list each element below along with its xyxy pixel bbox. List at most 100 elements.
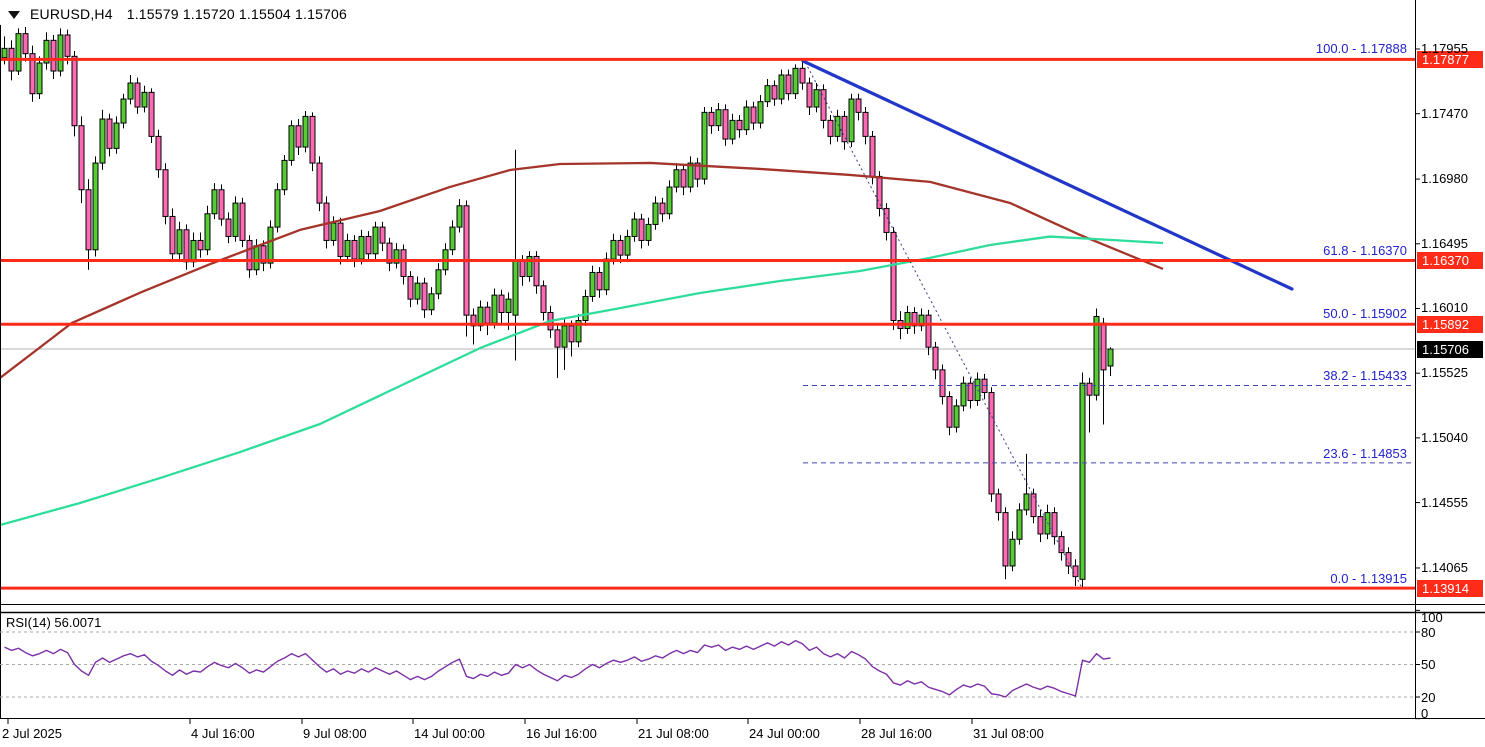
candle-body[interactable]: [281, 159, 288, 191]
candle-body[interactable]: [841, 115, 848, 143]
candle-body[interactable]: [617, 239, 624, 256]
rsi-line[interactable]: [4, 639, 1111, 698]
candle-body[interactable]: [414, 282, 421, 300]
candle-body[interactable]: [470, 314, 477, 327]
candle-body[interactable]: [939, 369, 946, 398]
candle-body[interactable]: [274, 189, 281, 228]
candle-body[interactable]: [113, 122, 120, 149]
candle-body[interactable]: [792, 67, 799, 95]
candle-body[interactable]: [1009, 538, 1016, 567]
candle-body[interactable]: [400, 249, 407, 277]
candle-body[interactable]: [743, 106, 750, 131]
candle-body[interactable]: [806, 82, 813, 108]
candle-body[interactable]: [764, 85, 771, 103]
candle-body[interactable]: [568, 325, 575, 343]
candle-body[interactable]: [512, 259, 519, 316]
candle-body[interactable]: [134, 82, 141, 108]
candle-body[interactable]: [722, 109, 729, 140]
candle-body[interactable]: [337, 222, 344, 257]
candle-body[interactable]: [316, 162, 323, 204]
candle-body[interactable]: [92, 162, 99, 251]
candle-body[interactable]: [533, 255, 540, 287]
candle-body[interactable]: [176, 229, 183, 255]
candle-body[interactable]: [302, 115, 309, 148]
candle-body[interactable]: [659, 202, 666, 215]
time-tick-label[interactable]: 9 Jul 08:00: [303, 726, 367, 741]
candle-body[interactable]: [477, 306, 484, 327]
candle-body[interactable]: [925, 314, 932, 348]
candle-body[interactable]: [645, 223, 652, 241]
candle-body[interactable]: [589, 271, 596, 297]
candle-body[interactable]: [1086, 382, 1093, 396]
candle-body[interactable]: [1023, 493, 1030, 511]
candle-body[interactable]: [666, 186, 673, 215]
symbol-dropdown-icon[interactable]: [8, 11, 20, 19]
candle-body[interactable]: [708, 111, 715, 127]
time-tick-label[interactable]: 21 Jul 08:00: [638, 726, 709, 741]
candle-body[interactable]: [1100, 322, 1107, 371]
candle-body[interactable]: [988, 392, 995, 495]
candle-body[interactable]: [498, 294, 505, 313]
candle-body[interactable]: [610, 239, 617, 260]
candle-body[interactable]: [253, 245, 260, 271]
candle-body[interactable]: [29, 53, 36, 95]
time-tick-label[interactable]: 28 Jul 16:00: [861, 726, 932, 741]
candle-body[interactable]: [484, 306, 491, 324]
candle-body[interactable]: [638, 218, 645, 241]
candle-body[interactable]: [953, 405, 960, 428]
candle-body[interactable]: [946, 396, 953, 428]
candle-body[interactable]: [1065, 552, 1072, 567]
candle-body[interactable]: [862, 111, 869, 137]
candle-body[interactable]: [365, 235, 372, 255]
candle-body[interactable]: [890, 231, 897, 321]
candle-body[interactable]: [183, 229, 190, 263]
candle-body[interactable]: [204, 213, 211, 251]
candle-body[interactable]: [43, 39, 50, 64]
time-tick-label[interactable]: 31 Jul 08:00: [973, 726, 1044, 741]
candle-body[interactable]: [820, 89, 827, 121]
candle-body[interactable]: [785, 74, 792, 95]
candle-body[interactable]: [22, 33, 29, 55]
candle-body[interactable]: [85, 189, 92, 251]
candle-body[interactable]: [218, 189, 225, 220]
candle-body[interactable]: [1107, 348, 1114, 367]
ma-slow-line[interactable]: [0, 161, 1164, 379]
candle-body[interactable]: [239, 202, 246, 241]
candle-body[interactable]: [575, 319, 582, 343]
candle-body[interactable]: [561, 325, 568, 348]
candle-body[interactable]: [876, 175, 883, 209]
candle-body[interactable]: [855, 98, 862, 113]
trendline[interactable]: [801, 59, 1294, 291]
candle-body[interactable]: [750, 106, 757, 124]
candle-body[interactable]: [309, 115, 316, 164]
candle-body[interactable]: [631, 218, 638, 237]
candle-body[interactable]: [344, 239, 351, 257]
candle-body[interactable]: [372, 226, 379, 255]
candle-body[interactable]: [540, 285, 547, 313]
candle-body[interactable]: [323, 202, 330, 241]
candle-body[interactable]: [456, 205, 463, 228]
candle-body[interactable]: [757, 101, 764, 124]
candle-body[interactable]: [260, 245, 267, 264]
candle-body[interactable]: [729, 119, 736, 140]
candle-body[interactable]: [148, 91, 155, 137]
candle-body[interactable]: [736, 119, 743, 131]
candle-body[interactable]: [197, 239, 204, 251]
candle-body[interactable]: [827, 119, 834, 137]
candle-body[interactable]: [379, 226, 386, 244]
candle-body[interactable]: [330, 222, 337, 241]
candle-body[interactable]: [295, 125, 302, 148]
candle-body[interactable]: [974, 378, 981, 402]
candle-body[interactable]: [596, 271, 603, 291]
candle-body[interactable]: [1, 47, 8, 59]
candle-body[interactable]: [288, 125, 295, 161]
candle-body[interactable]: [904, 311, 911, 329]
candle-body[interactable]: [519, 259, 526, 277]
candle-body[interactable]: [1093, 315, 1100, 396]
candle-body[interactable]: [848, 98, 855, 143]
candle-body[interactable]: [715, 109, 722, 127]
candle-body[interactable]: [1037, 516, 1044, 535]
candle-body[interactable]: [1002, 512, 1009, 567]
candle-body[interactable]: [99, 118, 106, 164]
